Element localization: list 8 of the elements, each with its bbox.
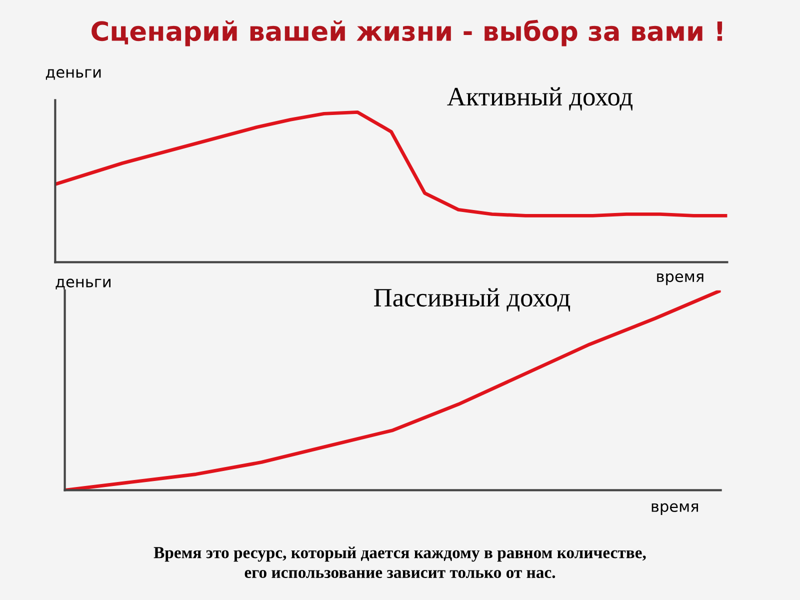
chart-title: Пассивный доход <box>374 288 570 312</box>
y-axis-title: деньги <box>56 278 110 290</box>
chart-title: Сценарий вашей жизни - выбор за вами ! <box>92 20 722 46</box>
x-axis-title: время <box>657 273 704 286</box>
y-axis-title: деньги <box>46 69 101 80</box>
text: Время это ресурс, который дается каждому в равном количестве, его использование зависит только от нас. <box>154 546 646 578</box>
x-axis-title: время <box>652 503 698 515</box>
chart-subtitle: Активный доход <box>447 87 633 110</box>
